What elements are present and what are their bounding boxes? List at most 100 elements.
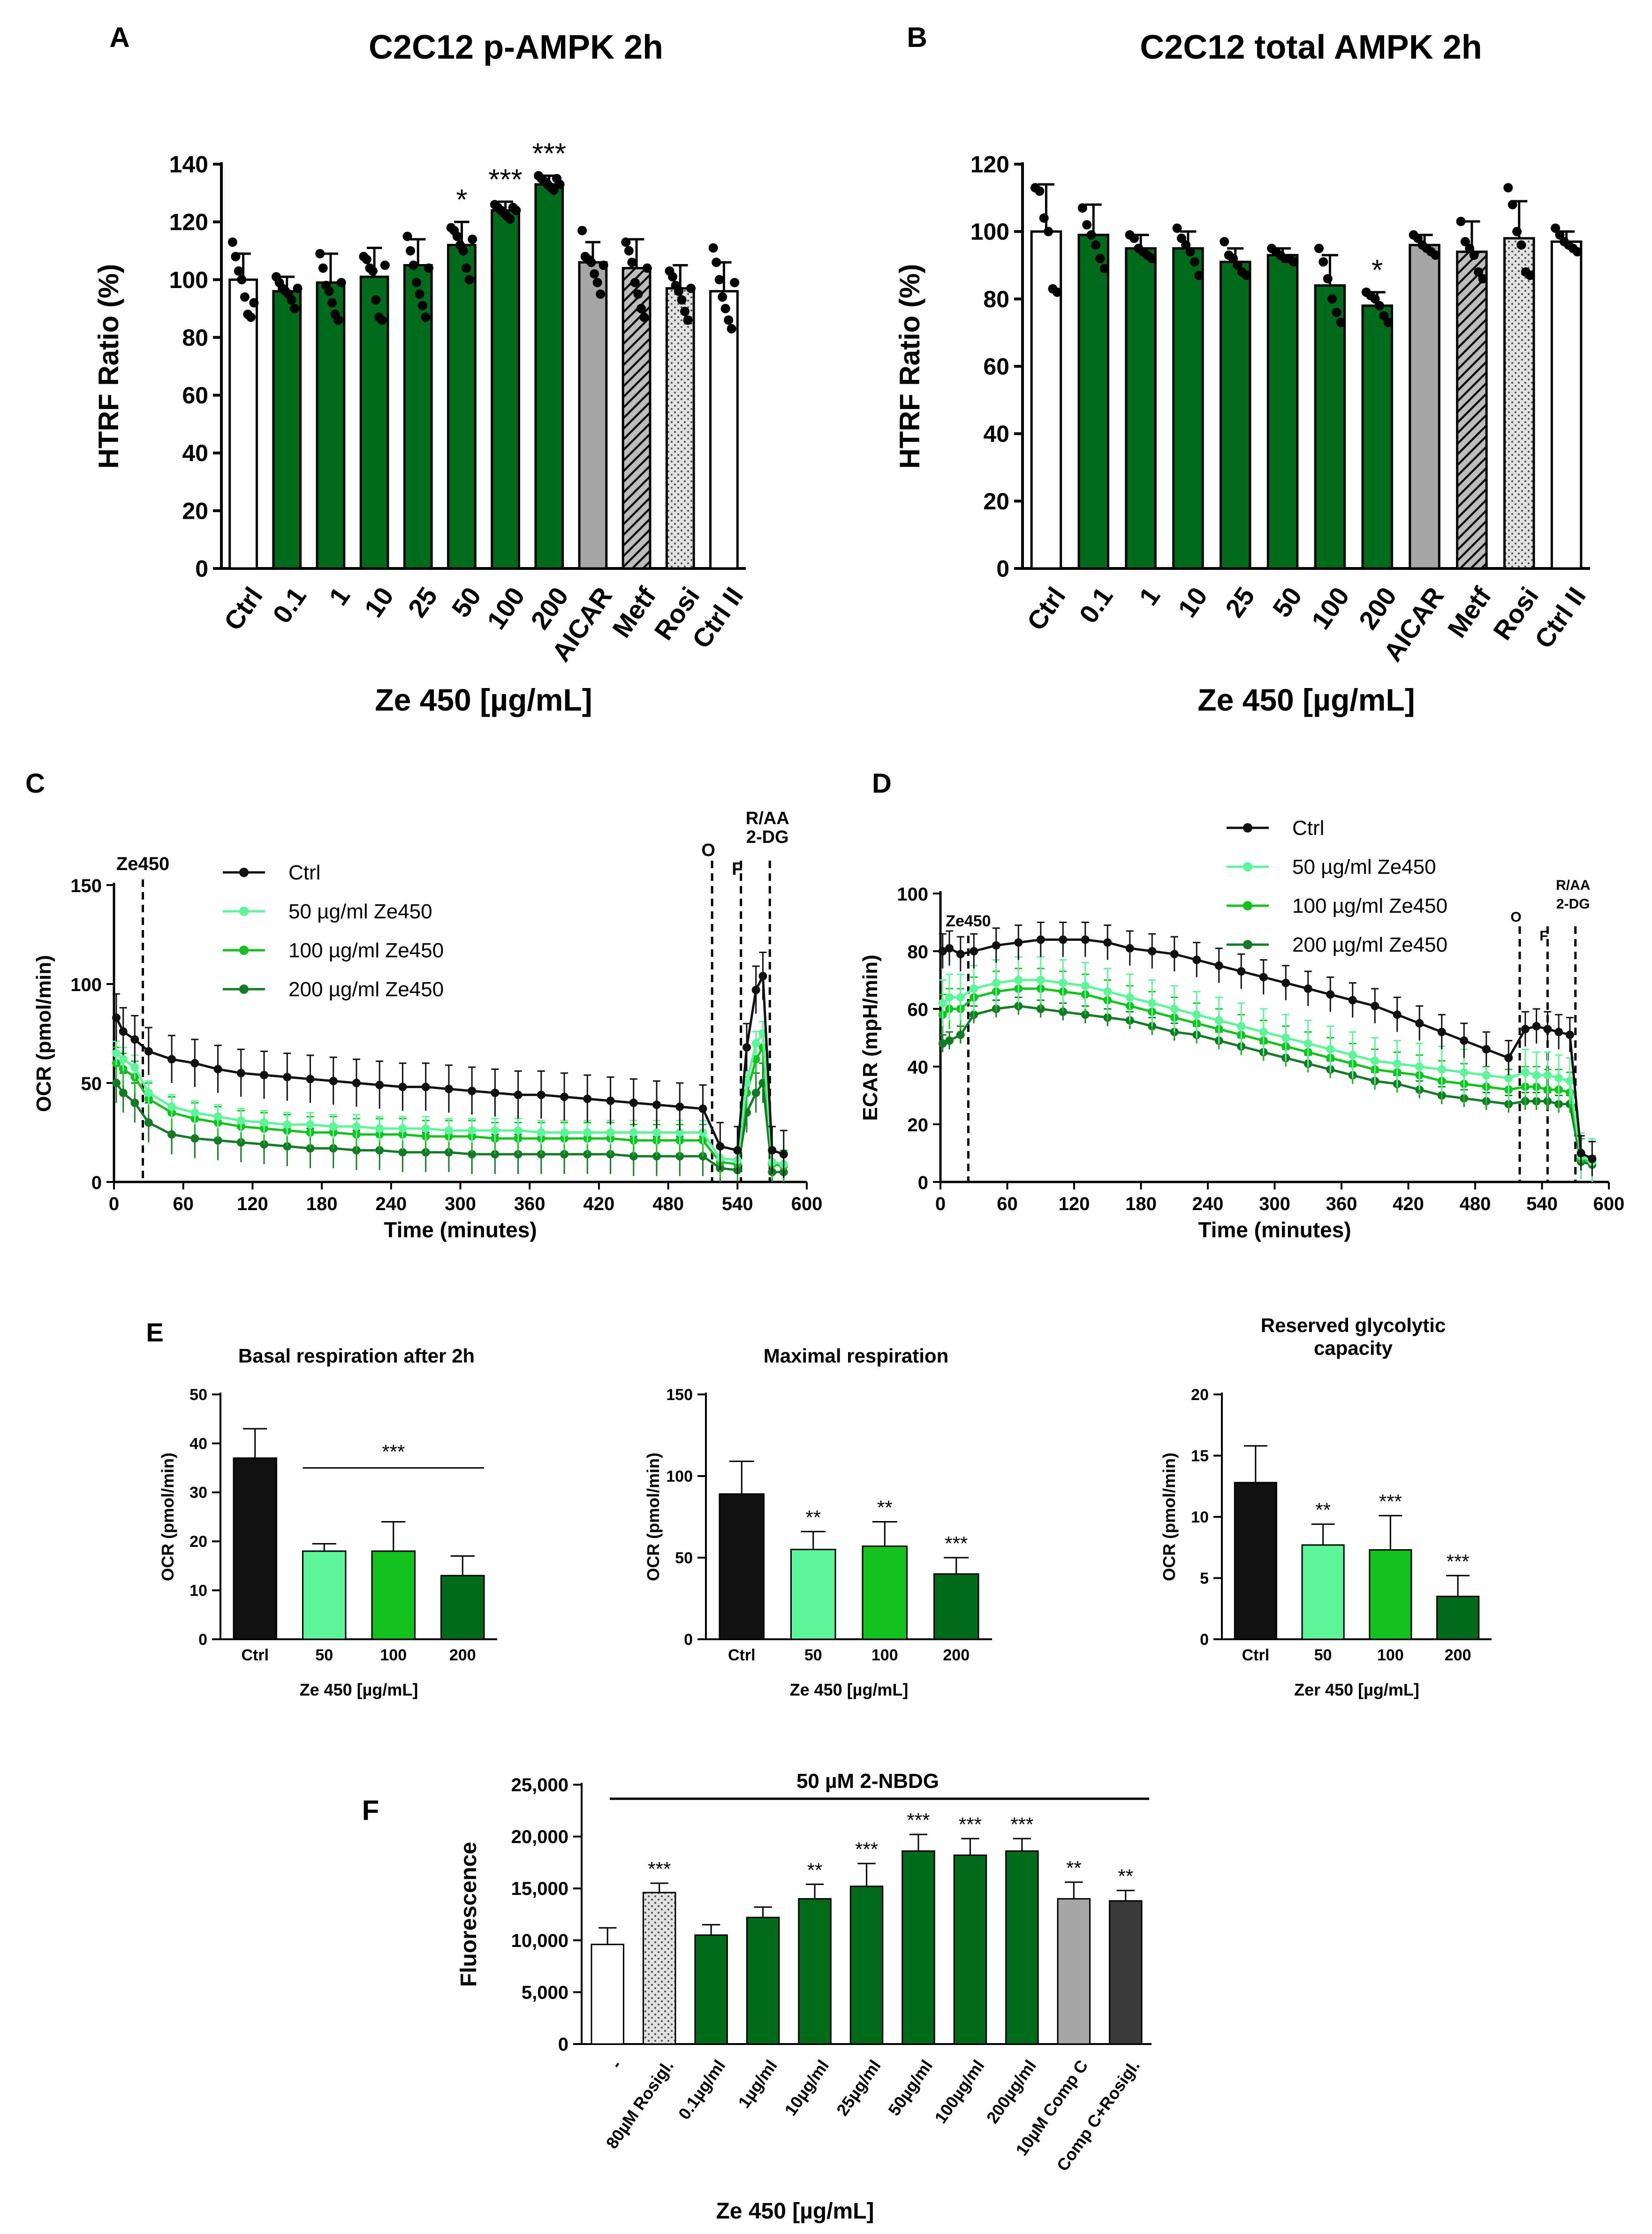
data-point	[424, 263, 433, 273]
data-point	[1091, 240, 1100, 250]
data-point	[1393, 1010, 1402, 1019]
data-point	[956, 950, 965, 959]
data-point	[1194, 271, 1204, 280]
legend-marker	[1243, 940, 1252, 949]
data-point	[1503, 183, 1513, 193]
data-point	[1228, 254, 1238, 264]
data-point	[119, 1055, 128, 1064]
data-point	[1370, 294, 1380, 304]
y-tick-label: 100	[897, 884, 928, 905]
x-tick-label: 10	[1172, 582, 1213, 622]
panel-letter: A	[109, 22, 129, 53]
x-axis-label: Time (minutes)	[1198, 1218, 1351, 1242]
y-tick-label: 50	[189, 1386, 207, 1404]
significance-label: ***	[945, 1532, 968, 1554]
y-tick-label: 80	[908, 942, 929, 962]
x-tick-label: 0	[109, 1194, 119, 1214]
panel-letter: E	[146, 1318, 163, 1347]
data-point	[1014, 976, 1023, 984]
x-axis-label: Ze 450 [µg/mL]	[716, 2199, 874, 2224]
bar	[849, 1886, 884, 2045]
significance-label: *	[1372, 254, 1383, 287]
x-tick-label: Ctrl	[241, 1646, 269, 1664]
data-point	[674, 286, 684, 296]
data-point	[1478, 274, 1488, 284]
data-point	[1172, 223, 1182, 233]
bar	[719, 1493, 765, 1640]
data-point	[213, 1112, 222, 1121]
data-point	[1214, 961, 1223, 970]
data-point	[1170, 1005, 1179, 1013]
x-tick-label: 0.1	[267, 582, 312, 629]
y-axis-label: Fluorescence	[456, 1842, 481, 1987]
data-point	[458, 246, 468, 256]
data-point	[444, 1084, 453, 1093]
panel-b-chart: C2C12 total AMPK 2h B 0 20 40 60 80 100 120 HTRF …	[894, 22, 1591, 717]
data-point	[779, 1150, 788, 1159]
chart-title: Basal respiration after 2h	[238, 1345, 475, 1367]
bar	[1057, 1898, 1091, 2045]
panel-d-chart: D 0 20 40 60 80 100 0 60 120 180 240 300 360 420 480 540…	[859, 768, 1624, 1242]
data-point	[751, 985, 760, 994]
bar	[746, 1916, 780, 2045]
data-point	[1521, 1025, 1530, 1034]
data-point	[1314, 243, 1324, 253]
data-point	[1504, 1074, 1513, 1083]
data-point	[237, 275, 247, 285]
legend-marker	[239, 984, 249, 994]
injection-label: F	[732, 859, 743, 879]
significance-label: **	[1066, 1857, 1082, 1879]
bar	[440, 1575, 485, 1640]
data-point	[592, 278, 602, 288]
legend-label: Ctrl	[288, 861, 320, 884]
data-point	[130, 1035, 139, 1044]
data-point	[234, 266, 243, 276]
x-tick-label: 10	[358, 582, 399, 622]
data-point	[324, 286, 334, 296]
data-point	[1508, 200, 1517, 210]
data-point	[167, 1102, 176, 1111]
bar	[491, 209, 520, 570]
x-tick-label: 420	[584, 1194, 615, 1214]
y-tick-label: 0	[558, 2034, 568, 2055]
x-tick-label: 0.1µg/ml	[674, 2056, 729, 2123]
legend-marker	[1243, 862, 1252, 871]
data-point	[629, 1128, 638, 1137]
x-axis-label: Ze 450 [µg/mL]	[375, 682, 592, 717]
data-point	[329, 1076, 338, 1085]
legend-marker	[239, 907, 249, 916]
data-point	[444, 1126, 453, 1135]
x-tick-label: 180	[306, 1194, 338, 1214]
data-point	[352, 1122, 361, 1131]
bar	[1077, 234, 1110, 570]
data-point	[1086, 230, 1096, 240]
bar	[933, 1573, 979, 1640]
data-point	[236, 1116, 245, 1125]
data-point	[751, 1089, 760, 1098]
data-point	[708, 243, 718, 253]
x-tick-label: 480	[1460, 1194, 1491, 1214]
data-point	[1237, 1022, 1246, 1030]
data-point	[1081, 981, 1090, 990]
data-point	[1281, 978, 1290, 987]
y-tick-label: 100	[666, 1468, 693, 1485]
significance-label: **	[805, 1506, 821, 1528]
bar	[1503, 237, 1535, 570]
data-point	[1176, 234, 1186, 243]
data-point	[606, 1096, 615, 1105]
data-point	[167, 1130, 176, 1139]
bar	[1005, 1850, 1039, 2045]
data-point	[514, 1126, 523, 1135]
data-point	[1327, 294, 1337, 304]
data-point	[733, 1146, 742, 1155]
bar	[902, 1850, 935, 2045]
data-point	[167, 1055, 176, 1064]
y-tick-label: 15	[1191, 1447, 1209, 1465]
y-tick-label: 150	[666, 1386, 693, 1404]
bar	[790, 1549, 836, 1640]
data-point	[1374, 301, 1384, 310]
data-point	[375, 1081, 384, 1090]
data-point	[629, 1098, 638, 1107]
data-point	[190, 1108, 199, 1117]
data-point	[675, 1102, 684, 1111]
